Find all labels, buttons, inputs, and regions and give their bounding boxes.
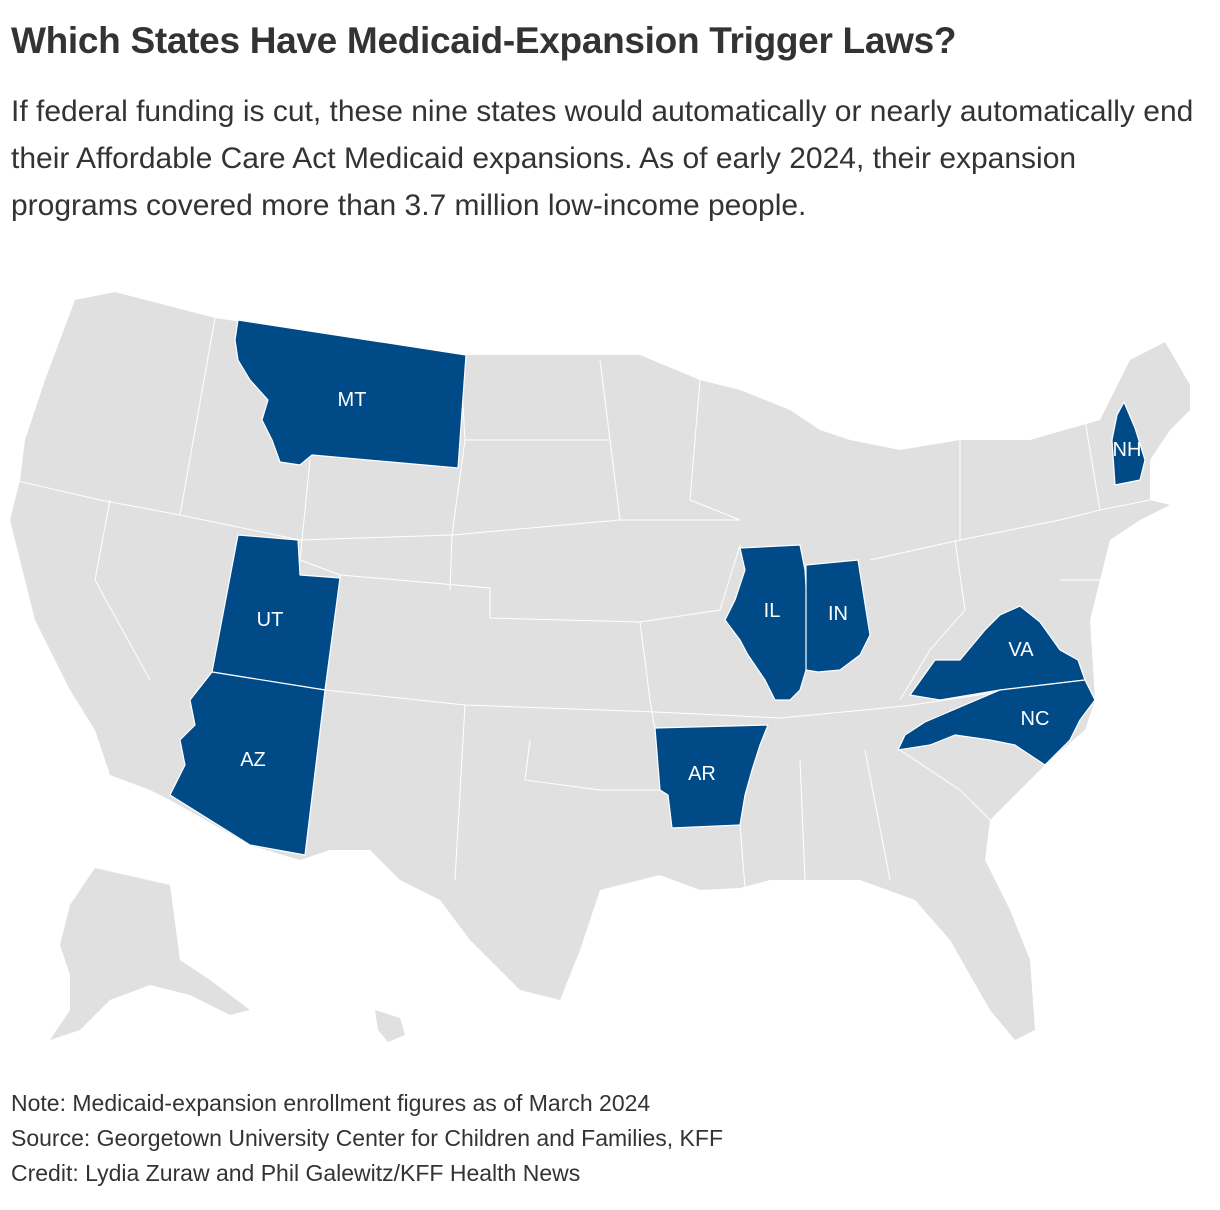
label-NC: NC <box>1021 708 1050 730</box>
credit-text: Credit: Lydia Zuraw and Phil Galewitz/KF… <box>11 1160 581 1186</box>
label-VA: VA <box>1008 639 1034 661</box>
state-labels: MT UT AZ AR IL IN VA NC NH <box>240 389 1141 785</box>
state-NH[interactable] <box>1111 401 1146 486</box>
label-AR: AR <box>688 763 716 785</box>
state-AZ[interactable] <box>169 671 326 856</box>
label-IL: IL <box>764 600 781 622</box>
page-subtitle: If federal funding is cut, these nine st… <box>11 95 1194 222</box>
label-IN: IN <box>828 603 848 625</box>
label-NH: NH <box>1113 439 1142 461</box>
state-AR[interactable] <box>654 724 769 829</box>
label-AZ: AZ <box>240 749 266 771</box>
label-UT: UT <box>257 609 284 631</box>
us-map: MT UT AZ AR IL IN VA NC NH <box>4 292 1190 1042</box>
alaska-shape <box>50 868 250 1040</box>
highlighted-states <box>169 319 1146 856</box>
state-NC[interactable] <box>897 679 1096 766</box>
hawaii-shape <box>375 1010 405 1042</box>
footer-notes: Note: Medicaid-expansion enrollment figu… <box>11 1086 1201 1191</box>
source-text: Source: Georgetown University Center for… <box>11 1125 724 1151</box>
note-text: Note: Medicaid-expansion enrollment figu… <box>11 1090 651 1116</box>
state-IN[interactable] <box>805 559 871 673</box>
label-MT: MT <box>338 389 367 411</box>
state-MT[interactable] <box>234 319 467 469</box>
page-title: Which States Have Medicaid-Expansion Tri… <box>11 20 957 61</box>
